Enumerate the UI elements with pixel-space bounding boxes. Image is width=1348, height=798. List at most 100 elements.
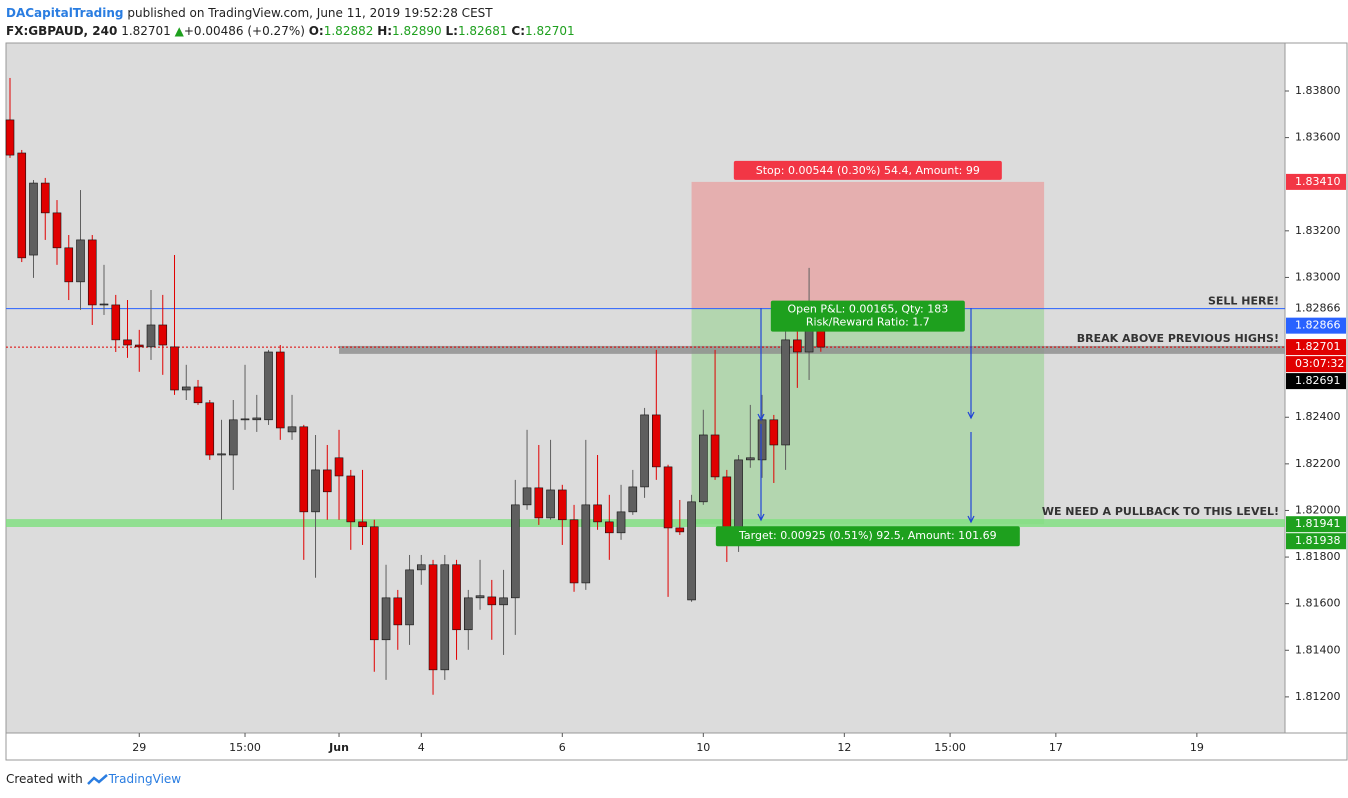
candle-body <box>346 475 356 523</box>
countdown-box <box>1286 356 1346 373</box>
label-box <box>770 300 965 332</box>
candle-body <box>487 596 497 606</box>
candle-body <box>510 504 520 599</box>
candle-body <box>616 511 626 534</box>
candle-body <box>111 304 121 341</box>
candle-body <box>593 504 602 523</box>
candle-body <box>158 324 168 346</box>
band-label: WE NEED A PULLBACK TO THIS LEVEL! <box>1042 505 1279 518</box>
c: 1.82701 <box>525 24 575 38</box>
x-tick-label: 10 <box>696 741 710 754</box>
candle-body <box>134 344 144 348</box>
candle-body <box>416 564 426 571</box>
candle-body <box>569 519 579 584</box>
o: 1.82882 <box>323 24 374 38</box>
last: 1.82701 <box>121 24 171 38</box>
change: +0.00486 (+0.27%) <box>183 24 305 38</box>
candle-body <box>358 521 367 528</box>
candle-body <box>76 239 85 283</box>
candle-body <box>675 527 685 533</box>
candle-body <box>99 303 109 306</box>
y-tick-label: 1.83200 <box>1295 224 1341 237</box>
y-tick-label: 1.83800 <box>1295 84 1341 97</box>
candle-body <box>463 597 473 631</box>
x-tick-label: 6 <box>559 741 566 754</box>
candle-body <box>205 402 215 456</box>
y-tick-label: 1.81400 <box>1295 643 1341 656</box>
rr-label: Risk/Reward Ratio: 1.7 <box>806 316 930 329</box>
candle-body <box>322 469 332 493</box>
price-label-text: 1.83410 <box>1295 175 1341 188</box>
candle-body <box>781 339 790 446</box>
price-label <box>1286 317 1346 334</box>
h: 1.82890 <box>392 24 442 38</box>
candle-body <box>710 434 720 478</box>
candle-body <box>628 486 638 513</box>
brand[interactable]: TradingView <box>108 772 182 786</box>
x-tick-label: 12 <box>837 741 851 754</box>
y-tick-label: 1.82200 <box>1295 457 1341 470</box>
price-label-text: 1.82866 <box>1295 319 1341 332</box>
candle-body <box>605 521 614 534</box>
candle-body <box>428 564 438 671</box>
candle-body <box>769 419 779 446</box>
price-label-text: 1.81941 <box>1295 517 1341 530</box>
candle-body <box>687 501 696 601</box>
candle-body <box>369 526 379 641</box>
author[interactable]: DACapitalTrading <box>6 6 124 20</box>
y-tick-label: 1.83600 <box>1295 131 1341 144</box>
candle-body <box>522 487 532 506</box>
candle-body <box>534 487 544 519</box>
arrow-head <box>967 411 975 420</box>
chart: 1.83800 1.83600 1.83200 1.83000 1.82400 1.822… <box>5 42 1348 761</box>
x-tick-label: 19 <box>1190 741 1204 754</box>
band-label: BREAK ABOVE PREVIOUS HIGHS! <box>1077 332 1279 345</box>
candle-body <box>746 457 755 461</box>
x-tick-label: 15:00 <box>934 741 966 754</box>
y-tick-label: 1.83000 <box>1295 270 1341 283</box>
arrow: ▲ <box>174 24 184 38</box>
candle-body <box>17 152 27 259</box>
candle-body <box>393 597 403 626</box>
symbol: FX:GBPAUD, 240 <box>6 24 118 38</box>
y-tick-label: 1.82000 <box>1295 503 1341 516</box>
candle-body <box>87 239 97 306</box>
candle-body <box>287 426 297 433</box>
candle-body <box>757 419 767 461</box>
candle-body <box>170 346 179 391</box>
price-label <box>1286 300 1346 317</box>
level-label: SELL HERE! <box>1208 295 1279 308</box>
price-label-text: 1.82701 <box>1295 340 1341 353</box>
candle-body <box>146 324 156 348</box>
price-label-text: 1.82691 <box>1295 374 1341 387</box>
candle-body <box>123 339 132 346</box>
candle-body <box>252 417 262 421</box>
y-tick-label: 1.82400 <box>1295 410 1341 423</box>
stop-zone <box>691 181 1045 309</box>
price-label <box>1286 533 1346 550</box>
candle-body <box>264 351 273 421</box>
label-box <box>733 160 1002 180</box>
candle-body <box>440 564 450 671</box>
candle-body <box>546 489 555 519</box>
candle-body <box>5 119 15 156</box>
candle-body <box>499 597 508 606</box>
candle-body <box>240 418 250 421</box>
l-label: L: <box>445 24 458 38</box>
x-tick-label: 17 <box>1049 741 1063 754</box>
x-tick-label: 4 <box>418 741 425 754</box>
stop-label: Stop: 0.00544 (0.30%) 54.4, Amount: 99 <box>756 164 980 177</box>
y-tick-label: 1.81800 <box>1295 550 1341 563</box>
candle-body <box>640 414 649 488</box>
pnl-label: Open P&L: 0.00165, Qty: 183 <box>787 303 948 316</box>
candle-body <box>299 426 309 513</box>
price-label-text: 1.81938 <box>1295 534 1341 547</box>
published: published on TradingView.com, June 11, 2… <box>127 6 493 20</box>
candle-body <box>40 182 50 214</box>
x-tick-label: 29 <box>132 741 146 754</box>
arrow-head <box>757 413 765 422</box>
candle-body <box>381 597 391 641</box>
candle-body <box>64 247 74 283</box>
l: 1.82681 <box>457 24 508 38</box>
